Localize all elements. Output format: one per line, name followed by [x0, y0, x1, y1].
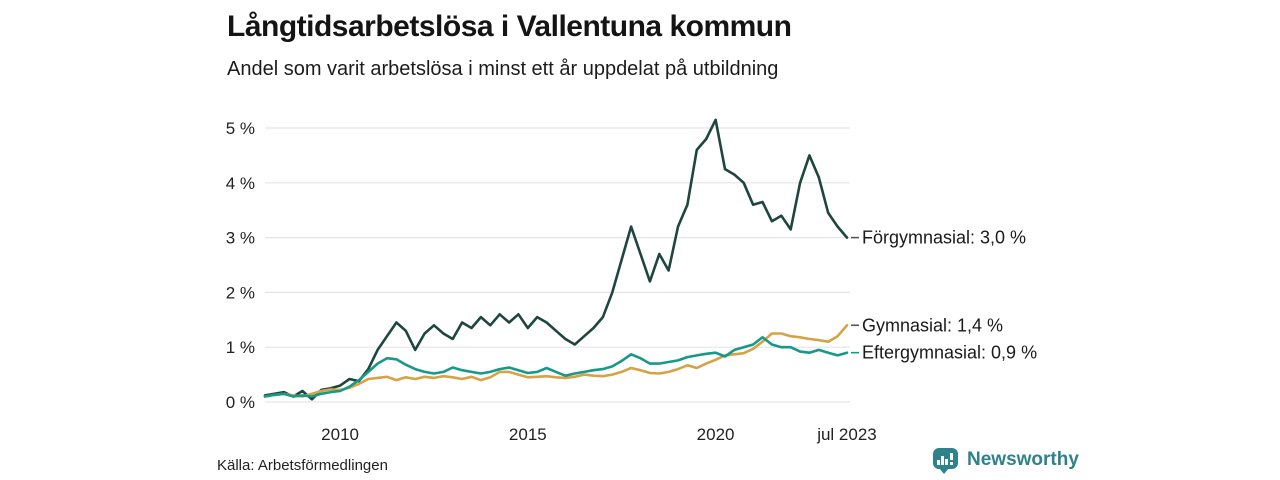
y-axis-label: 4 %: [226, 174, 255, 193]
bar-icon-segment: [937, 460, 940, 465]
speech-bubble-tail: [939, 468, 949, 474]
source-text: Källa: Arbetsförmedlingen: [217, 457, 388, 474]
x-axis-label: jul 2023: [816, 425, 877, 444]
bar-icon-segment: [945, 459, 948, 465]
x-axis-label: 2010: [321, 425, 359, 444]
bar-icon-segment: [941, 456, 944, 465]
series-line-eftergymnasial: [263, 335, 849, 398]
series-line-förgymnasial: [263, 118, 849, 401]
series-end-label-eftergymnasial: Eftergymnasial: 0,9 %: [862, 343, 1037, 363]
y-axis-label: 0 %: [226, 393, 255, 412]
series-end-label-förgymnasial: Förgymnasial: 3,0 %: [862, 228, 1026, 248]
series-end-label-gymnasial: Gymnasial: 1,4 %: [862, 315, 1003, 335]
series-lines-group: [263, 118, 849, 401]
bar-chart-speech-bubble-icon: [933, 448, 958, 474]
y-axis-label: 1 %: [226, 338, 255, 357]
y-axis-label: 5 %: [226, 119, 255, 138]
x-axis-label: 2020: [697, 425, 735, 444]
newsworthy-wordmark: Newsworthy: [967, 449, 1079, 470]
y-axis-label: 2 %: [226, 283, 255, 302]
page-subtitle: Andel som varit arbetslösa i minst ett å…: [227, 58, 779, 80]
series-line-gymnasial: [263, 323, 849, 398]
exclamation-icon-segment: [950, 453, 953, 460]
newsworthy-logo: Newsworthy: [933, 446, 1153, 478]
series-end-labels-group: Förgymnasial: 3,0 % Gymnasial: 1,4 % Efter…: [851, 228, 1037, 363]
y-axis-labels-group: 0 % 1 % 2 % 3 % 4 % 5 %: [226, 119, 255, 412]
y-axis-label: 3 %: [226, 229, 255, 248]
x-axis-labels-group: 2010 2015 2020 jul 2023: [321, 425, 877, 444]
gridlines-group: [265, 127, 850, 403]
page-title: Långtidsarbetslösa i Vallentuna kommun: [227, 10, 792, 43]
x-axis-label: 2015: [509, 425, 547, 444]
exclamation-icon-dot: [950, 462, 953, 465]
